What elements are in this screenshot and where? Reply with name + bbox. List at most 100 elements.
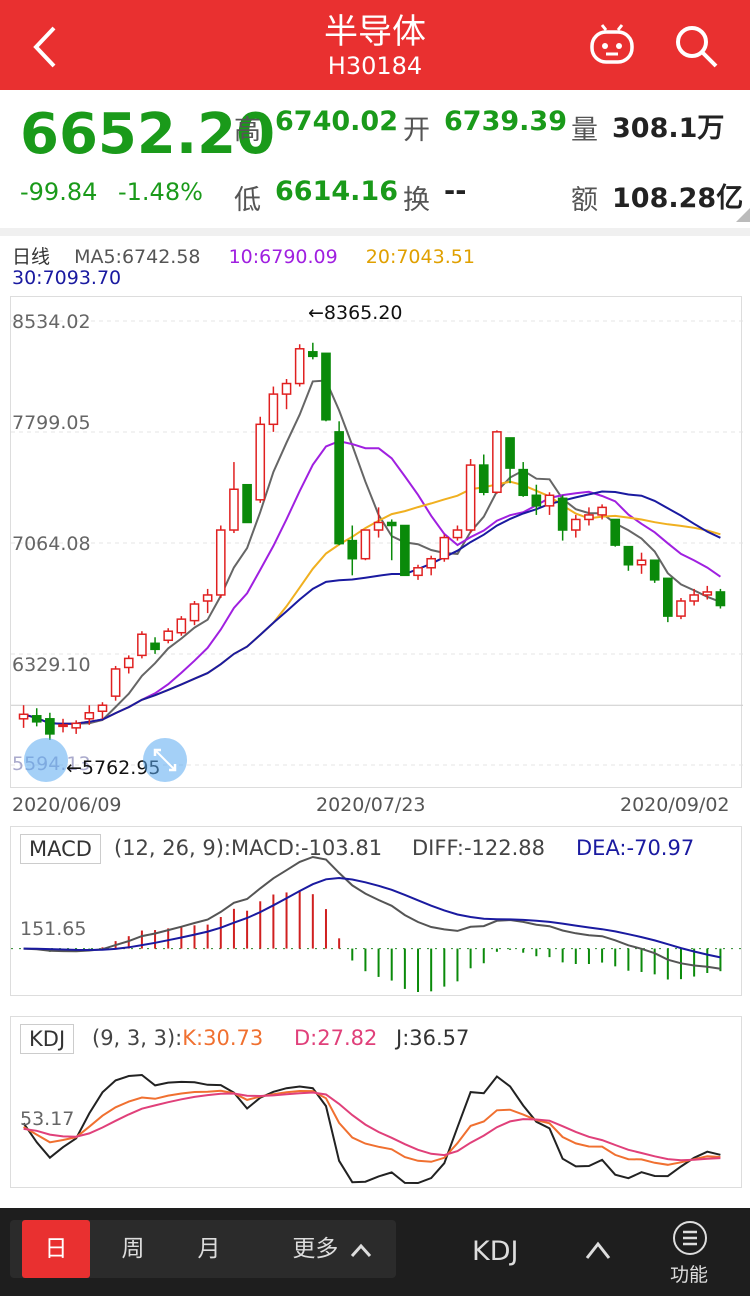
quote-panel: 6652.20 -99.84 -1.48% 高 6740.02 开 6739.3… <box>0 90 750 228</box>
y-axis-label: 8534.02 <box>12 311 91 333</box>
more-periods-button[interactable]: 更多 <box>282 1220 382 1278</box>
kdj-panel[interactable] <box>10 1016 742 1188</box>
candle-up <box>163 630 174 642</box>
menu-icon[interactable] <box>672 1220 708 1256</box>
kdj-params-text: (9, 3, 3): <box>92 1026 183 1050</box>
y-axis-label: 7064.08 <box>12 533 91 555</box>
tab-day[interactable]: 日 <box>22 1220 90 1278</box>
high-label: 高 <box>234 115 261 146</box>
date-start: 2020/06/09 <box>12 794 122 816</box>
candle-up <box>689 594 699 602</box>
candle-down <box>400 524 410 577</box>
macd-indicator-button[interactable]: MACD <box>20 834 101 864</box>
candle-down <box>663 577 673 617</box>
d-line <box>23 1091 721 1162</box>
candle-down <box>623 545 634 566</box>
candle-up <box>413 567 423 577</box>
candle-down <box>531 494 542 507</box>
candle-down <box>308 351 318 358</box>
candle-down <box>557 497 568 531</box>
robot-icon[interactable] <box>588 24 636 68</box>
candle-up <box>84 712 95 720</box>
macd-chart <box>11 855 743 992</box>
candle-down <box>334 431 344 545</box>
ma30-line <box>23 490 721 725</box>
amount-value: 108.28亿 <box>612 183 744 214</box>
min-annotation: ←5762.95 <box>66 757 161 779</box>
macd-panel[interactable] <box>10 826 743 996</box>
price-change: -99.84 <box>20 178 98 206</box>
ma10-line <box>23 440 721 725</box>
bottom-toolbar: 日 周 月 更多 KDJ 功能 <box>0 1208 750 1296</box>
diff-value: DIFF:-122.88 <box>412 836 546 860</box>
chevron-up-icon[interactable] <box>584 1238 612 1262</box>
candle-up <box>492 431 502 494</box>
candle-down <box>715 591 726 607</box>
j-value: J:36.57 <box>396 1026 470 1050</box>
candle-down <box>610 518 621 546</box>
candle-down <box>478 464 489 494</box>
candle-chart[interactable] <box>11 297 743 789</box>
candle-down <box>321 352 331 421</box>
zoom-out-icon[interactable] <box>24 738 68 782</box>
candle-chart-panel[interactable] <box>10 296 743 789</box>
candle-up <box>676 600 686 617</box>
date-end: 2020/09/02 <box>620 794 730 816</box>
date-mid: 2020/07/23 <box>316 794 426 816</box>
price-change-pct: -1.48% <box>118 178 203 206</box>
candle-up <box>71 722 81 729</box>
index-code: H30184 <box>327 52 423 80</box>
macd-params-text: (12, 26, 9): <box>114 836 231 860</box>
y-axis-label: 7799.05 <box>12 412 91 434</box>
ma-legend: 日线 MA5:6742.58 10:6790.09 20:7043.51 <box>12 242 475 269</box>
candle-up <box>176 618 187 634</box>
zoom-in-icon[interactable] <box>143 738 187 782</box>
indicator-selector[interactable]: KDJ <box>472 1236 519 1267</box>
candle-down <box>150 642 160 651</box>
candle-up <box>255 423 266 501</box>
macd-value: MACD:-103.81 <box>230 836 383 860</box>
candle-up <box>18 713 29 720</box>
d-value: D:27.82 <box>294 1026 378 1050</box>
candle-up <box>229 488 239 531</box>
candle-up <box>426 557 436 569</box>
turnover-label: 换 <box>403 185 430 216</box>
candle-up <box>137 633 147 657</box>
low-label: 低 <box>234 185 261 216</box>
candle-up <box>636 559 647 566</box>
dea-line <box>23 876 721 959</box>
divider <box>0 228 750 236</box>
ma5-value: MA5:6742.58 <box>74 246 201 268</box>
candle-down <box>31 715 42 723</box>
candle-up <box>373 521 384 531</box>
back-arrow-icon[interactable] <box>22 22 72 72</box>
candle-down <box>242 483 252 524</box>
candle-up <box>597 506 607 516</box>
candle-down <box>386 521 397 527</box>
volume-value: 308.1万 <box>612 113 725 144</box>
candle-up <box>360 529 371 560</box>
high-value: 6740.02 <box>275 106 398 137</box>
candle-up <box>544 494 555 507</box>
search-icon[interactable] <box>672 22 720 70</box>
k-value: K:30.73 <box>182 1026 264 1050</box>
last-price: 6652.20 <box>20 102 276 167</box>
candle-up <box>268 393 279 426</box>
header-bar: 半导体 H30184 <box>0 0 750 90</box>
more-label: 更多 <box>292 1236 339 1262</box>
candle-up <box>58 724 68 728</box>
ma20-line <box>23 480 721 725</box>
page-title: 半导体 <box>324 12 426 52</box>
candle-up <box>584 514 594 521</box>
candle-up <box>702 591 713 596</box>
candle-up <box>465 464 476 531</box>
function-label: 功能 <box>670 1264 709 1286</box>
expand-corner-icon[interactable] <box>736 208 750 222</box>
j-line <box>22 1073 721 1185</box>
tab-month[interactable]: 月 <box>197 1236 221 1262</box>
candle-up <box>123 657 134 669</box>
volume-label: 量 <box>571 115 598 146</box>
amount-label: 额 <box>571 185 598 216</box>
tab-week[interactable]: 周 <box>121 1236 145 1262</box>
kdj-indicator-button[interactable]: KDJ <box>20 1024 75 1054</box>
